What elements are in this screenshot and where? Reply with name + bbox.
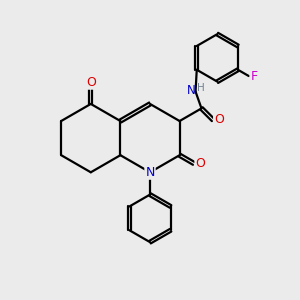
Text: O: O bbox=[195, 157, 205, 170]
Text: N: N bbox=[145, 166, 155, 179]
Text: O: O bbox=[214, 113, 224, 126]
Text: F: F bbox=[250, 70, 258, 83]
Text: H: H bbox=[197, 83, 205, 93]
Text: O: O bbox=[86, 76, 96, 89]
Text: N: N bbox=[187, 85, 196, 98]
